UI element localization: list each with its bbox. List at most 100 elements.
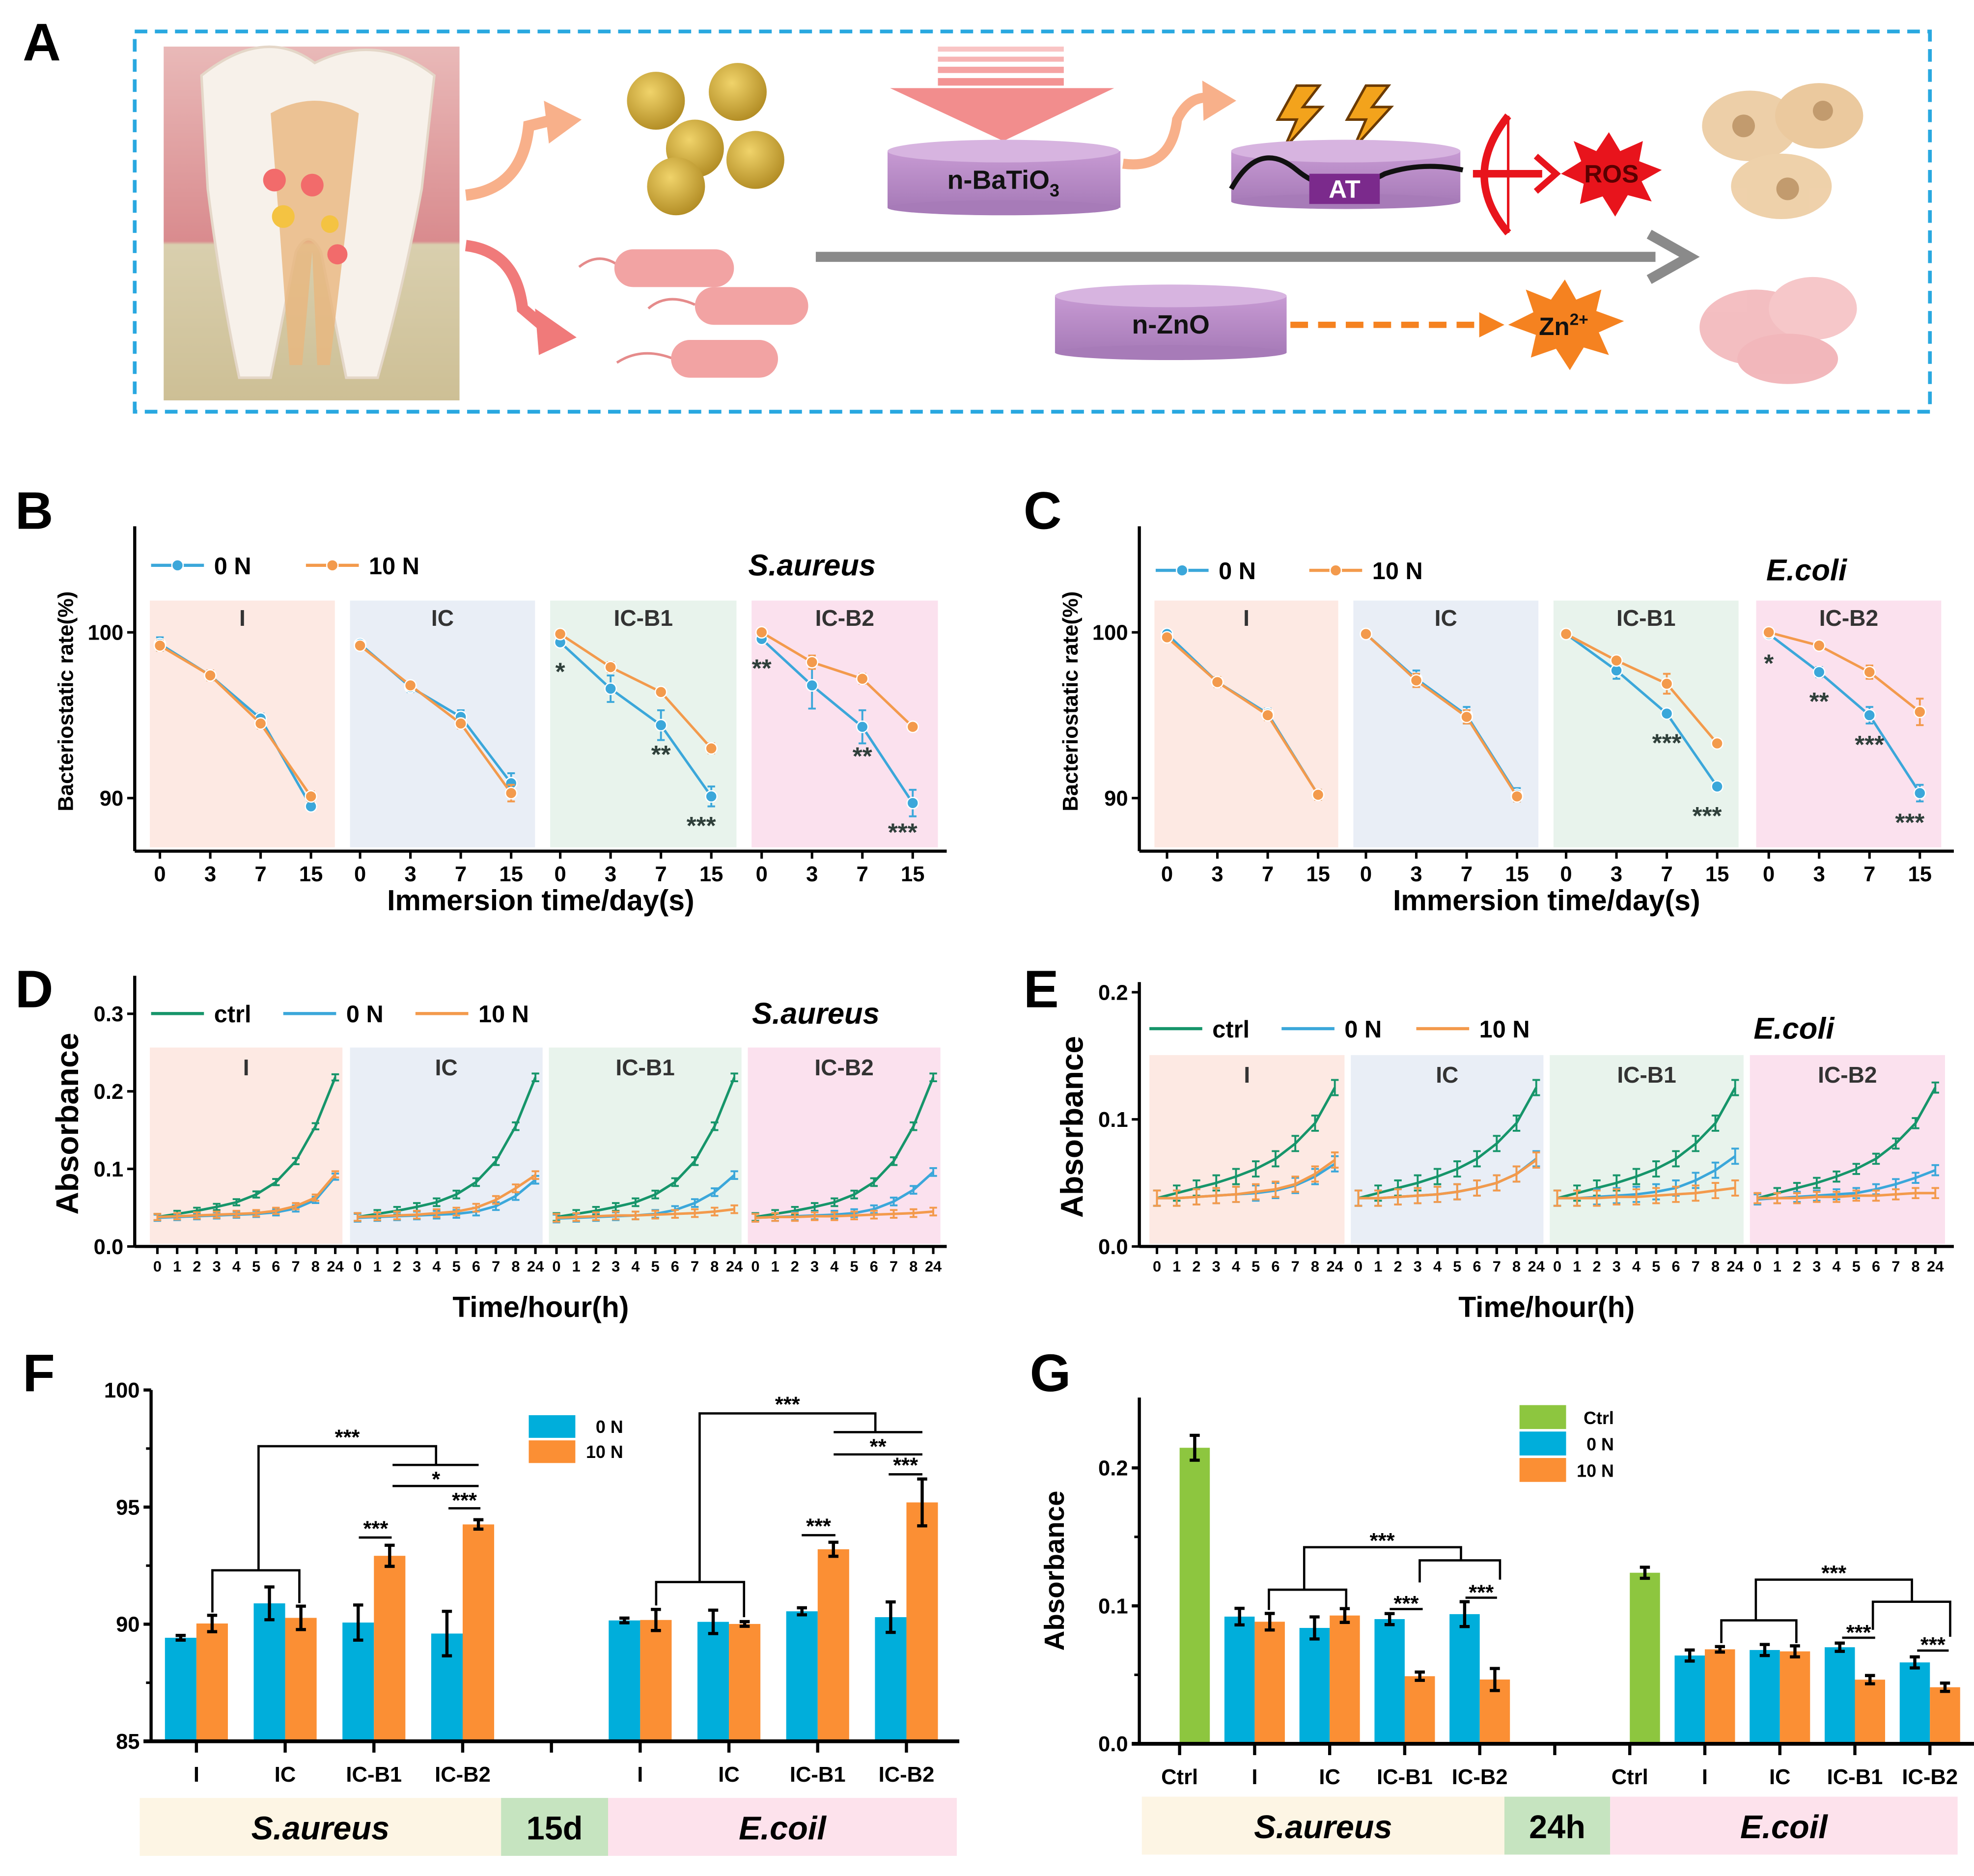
y-tick-label: 0.0 (1098, 1733, 1128, 1756)
x-tick-label: 7 (1863, 863, 1875, 886)
x-tick-label: 3 (1813, 863, 1825, 886)
x-tick-label: 1 (1374, 1258, 1382, 1275)
error-bar (1813, 1191, 1821, 1203)
legend-swatch (1519, 1431, 1566, 1456)
bar-10n (1330, 1615, 1360, 1744)
x-tick-label: 15 (699, 863, 723, 886)
significance-label: *** (1370, 1529, 1395, 1553)
x-tick-label: 24 (925, 1258, 942, 1275)
error-bar (1374, 1189, 1382, 1207)
significance-label: * (556, 657, 565, 685)
error-bar (1473, 1150, 1481, 1168)
x-tick-label: IC (718, 1763, 740, 1787)
lightning-icon (1345, 84, 1394, 150)
at-label: AT (1329, 175, 1361, 203)
data-point (204, 669, 217, 682)
error-bar (708, 1608, 719, 1635)
error-bar (1613, 1188, 1620, 1205)
category-band-label: E.coil (1740, 1809, 1828, 1846)
error-bar (272, 1178, 280, 1186)
bar-10n (1779, 1651, 1810, 1744)
error-bar (452, 1206, 460, 1217)
error-bar (531, 1170, 539, 1180)
n-zno-cylinder: n-ZnO (1055, 284, 1287, 361)
x-tick-label: I (637, 1763, 643, 1787)
error-bar (1872, 1189, 1880, 1202)
y-axis-label: Bacteriostatic rate(%) (55, 591, 78, 812)
data-point (1913, 786, 1926, 800)
error-bar (492, 1156, 500, 1166)
error-bar (1731, 1079, 1739, 1096)
error-bar (870, 1209, 878, 1220)
error-bar (691, 1208, 699, 1218)
series-line-10n (1157, 1159, 1336, 1200)
infection-spot-icon (327, 244, 348, 265)
e-coli-rods-icon (578, 249, 808, 378)
error-bar (1573, 1189, 1581, 1207)
x-tick-label: 2 (1394, 1258, 1402, 1275)
error-bar (890, 1156, 898, 1166)
x-tick-label: 1 (1172, 1258, 1181, 1275)
error-bar (711, 1187, 719, 1197)
error-bar (828, 1540, 839, 1558)
data-point (254, 717, 267, 730)
at-label-box (1309, 173, 1380, 204)
x-tick-label: I (194, 1763, 199, 1787)
x-axis-label: Immersion time/day(s) (387, 885, 695, 917)
data-point (755, 626, 768, 639)
x-tick-label: 6 (1671, 1258, 1680, 1275)
error-bar (1252, 1160, 1260, 1178)
error-bar (1632, 1188, 1640, 1205)
x-tick-label: Ctrl (1161, 1765, 1198, 1789)
series-line-0n (1768, 633, 1921, 794)
error-bar (890, 1209, 898, 1219)
error-bar (252, 1190, 260, 1199)
error-bar (173, 1212, 181, 1221)
error-bar (831, 1211, 838, 1221)
error-bar (311, 1193, 320, 1202)
legend-label: ctrl (1212, 1016, 1250, 1043)
x-tick-label: Ctrl (1612, 1765, 1648, 1789)
significance-label: *** (452, 1489, 477, 1512)
x-tick-label: 15 (1505, 863, 1529, 886)
error-bar (353, 1603, 363, 1642)
error-bar (1640, 1566, 1650, 1580)
error-bar (691, 1198, 699, 1208)
error-bar (354, 1212, 361, 1222)
x-tick-label: 2 (393, 1258, 401, 1275)
significance-bracket (1303, 1546, 1462, 1590)
error-bar (1532, 1151, 1540, 1169)
bar-10n (640, 1620, 672, 1741)
y-tick-label: 0.3 (94, 1003, 124, 1026)
error-bar (1931, 1164, 1939, 1176)
data-point (1711, 780, 1724, 793)
error-bar (730, 1204, 738, 1214)
tooth-illustration (164, 45, 460, 401)
error-bar (791, 1212, 799, 1222)
data-point (1360, 627, 1372, 641)
error-bar (1384, 1612, 1395, 1626)
bar-0n (1750, 1650, 1780, 1744)
x-tick-label: 0 (1354, 1258, 1362, 1275)
category-band (501, 1798, 609, 1856)
data-point (705, 790, 718, 803)
error-bar (213, 1210, 221, 1219)
subpanel-label: I (239, 605, 246, 631)
data-point (906, 720, 919, 733)
significance-label: *** (335, 1426, 360, 1449)
error-bar (632, 1210, 639, 1221)
subpanel-background (1351, 1055, 1544, 1244)
x-tick-label: 7 (1891, 1258, 1900, 1275)
panel-letter-g: G (1030, 1344, 1071, 1402)
error-bar (492, 1195, 500, 1205)
error-bar (797, 1606, 807, 1617)
error-bar (929, 1167, 937, 1177)
x-tick-label: 3 (810, 1258, 819, 1275)
bar-0n (609, 1620, 640, 1741)
error-bar (1892, 1188, 1900, 1201)
y-tick-label: 95 (116, 1496, 139, 1519)
x-tick-label: 0 (552, 1258, 560, 1275)
x-tick-label: 1 (1573, 1258, 1581, 1275)
x-tick-label: 0 (1763, 863, 1775, 886)
x-tick-label: 3 (612, 1258, 620, 1275)
